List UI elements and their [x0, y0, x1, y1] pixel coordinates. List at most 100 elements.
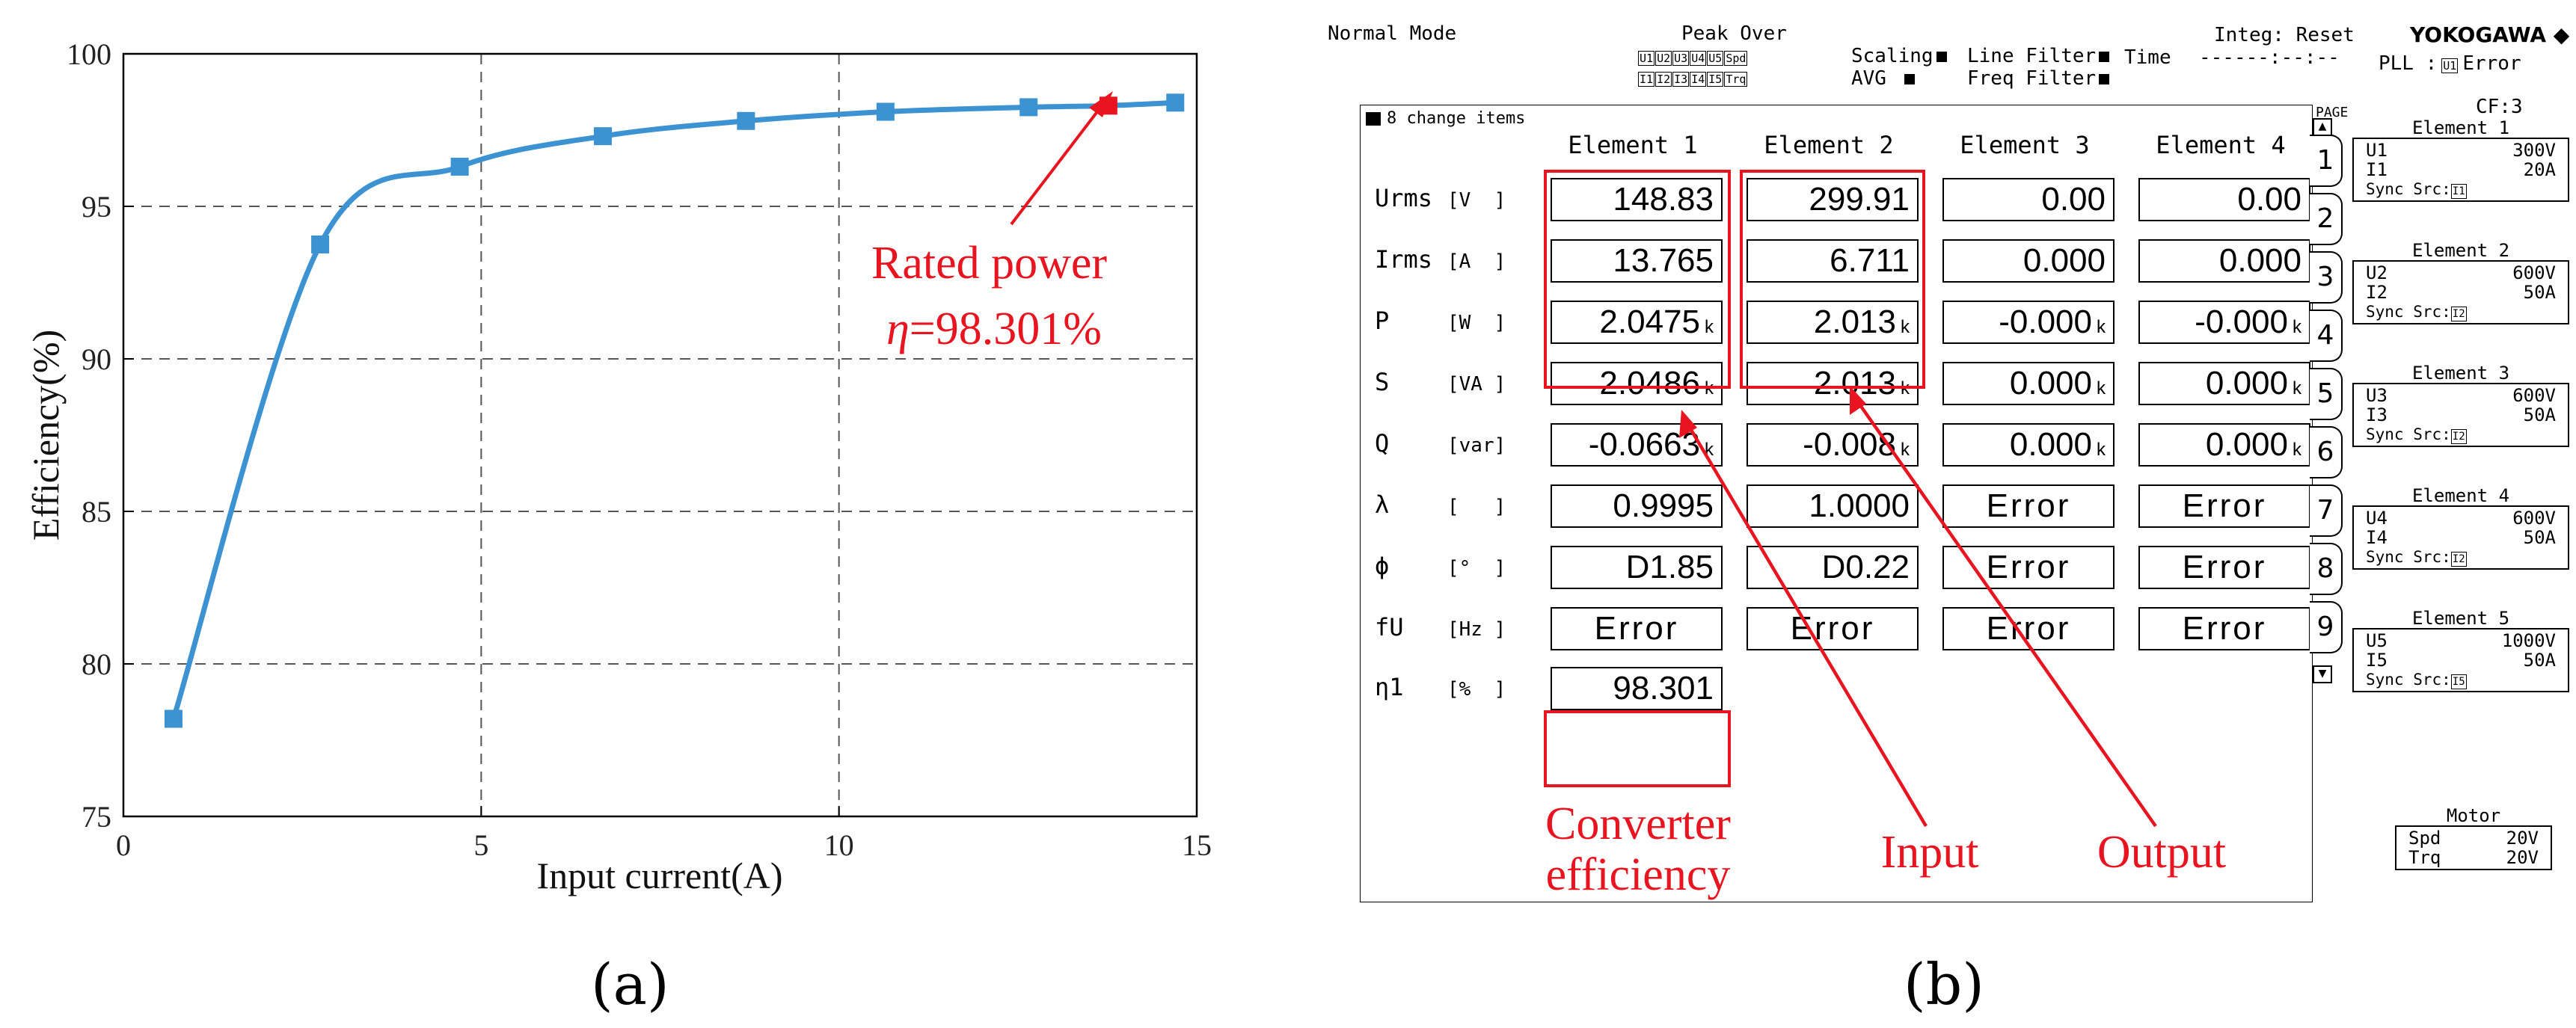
y-tick-label: 90	[82, 342, 111, 376]
sync-source-chip: I1	[2450, 184, 2467, 199]
cell-value: 2.0475	[1599, 304, 1700, 340]
element-panel: Element 2 U2 600V I2 50A Sync Src: I2	[2352, 241, 2569, 324]
cell-value: Error	[2182, 487, 2267, 524]
element-panel: Element 4 U4 600V I4 50A Sync Src: I2	[2352, 486, 2569, 570]
sync-source-label: Sync Src:	[2366, 180, 2451, 198]
page-tab[interactable]: 5	[2310, 368, 2343, 420]
x-tick-label: 5	[473, 828, 488, 862]
output-label: Output	[2097, 827, 2227, 878]
time-label: Time	[2124, 46, 2171, 69]
element-current-range: I3 50A	[2366, 405, 2556, 425]
peak-over-chip: U1	[1638, 51, 1655, 66]
row-unit: [A ]	[1447, 250, 1506, 273]
page-tab[interactable]: 8	[2310, 543, 2343, 595]
voltage-range-value: 600V	[2512, 262, 2556, 283]
measurement-cell: -0.000 k	[2138, 301, 2310, 344]
rated-power-arrowhead	[1089, 91, 1113, 117]
cell-value: 0.000	[2218, 242, 2301, 279]
sync-source-chip: I2	[2450, 552, 2467, 567]
cell-value: Error	[1594, 610, 1679, 647]
page-down-icon[interactable]: ▼	[2313, 665, 2332, 683]
measurement-cell: Error	[2138, 484, 2310, 528]
column-header: Element 1	[1568, 131, 1698, 159]
sync-source-label: Sync Src:	[2366, 671, 2451, 689]
input-highlight-box	[1544, 170, 1731, 389]
items-icon	[1366, 112, 1381, 126]
page-tab[interactable]: 3	[2310, 251, 2343, 304]
peak-over-label: Peak Over	[1681, 22, 1787, 45]
element-voltage-range: U2 600V	[2366, 263, 2556, 283]
row-label: P	[1375, 307, 1390, 335]
motor-spd-label: Spd	[2408, 828, 2441, 849]
output-arrowhead	[1850, 386, 1866, 415]
cell-unit-prefix: k	[2097, 440, 2106, 460]
row-label: Urms	[1375, 184, 1433, 212]
element-voltage-range: U1 300V	[2366, 141, 2556, 160]
row-unit: [W ]	[1447, 312, 1506, 334]
page-tab[interactable]: 9	[2310, 601, 2343, 653]
current-input-label: I2	[2366, 282, 2388, 303]
page-tab[interactable]: 6	[2310, 426, 2343, 478]
mode-label: Normal Mode	[1328, 22, 1457, 45]
integ-time-value: ------:--:--	[2199, 46, 2340, 69]
row-label: λ	[1375, 490, 1390, 519]
y-tick-label: 100	[67, 37, 111, 71]
measurement-cell: 13.765	[1551, 239, 1723, 283]
peak-over-chip: I5	[1707, 72, 1724, 87]
page-tab[interactable]: 1	[2310, 135, 2343, 187]
measurement-cell: Error	[1747, 607, 1919, 650]
peak-over-chip: U4	[1690, 51, 1707, 66]
input-arrowhead	[1679, 410, 1697, 438]
y-axis-label: Efficiency(%)	[25, 330, 67, 541]
measurement-cell: D1.85	[1551, 546, 1723, 589]
page-tab[interactable]: 7	[2310, 484, 2343, 537]
grid-lines	[123, 54, 1197, 816]
scaling-indicator: Scaling	[1851, 45, 1947, 67]
row-unit: [° ]	[1447, 557, 1506, 579]
row-label: Q	[1375, 429, 1390, 458]
element-voltage-range: U4 600V	[2366, 508, 2556, 528]
measurement-cell: 2.013 k	[1747, 301, 1919, 344]
row-unit: [% ]	[1447, 678, 1506, 701]
efficiency-line	[171, 99, 1176, 720]
peak-over-chip: U5	[1707, 51, 1724, 66]
measurement-cell: -0.000 k	[1942, 301, 2115, 344]
measurement-cell: 2.013 k	[1747, 362, 1919, 405]
measurement-cell: 0.000	[2138, 239, 2310, 283]
current-input-label: I3	[2366, 404, 2388, 425]
measurement-cell: Error	[1942, 546, 2115, 589]
row-label: η1	[1375, 673, 1404, 701]
row-unit: [VA ]	[1447, 373, 1506, 395]
page-tab[interactable]: 2	[2310, 193, 2343, 245]
element-current-range: I1 20A	[2366, 160, 2556, 179]
output-highlight-box	[1740, 170, 1925, 389]
cell-value: 98.301	[1613, 670, 1714, 707]
caption-b: (b)	[1904, 951, 1984, 1018]
data-point	[876, 102, 895, 121]
sync-source-label: Sync Src:	[2366, 425, 2451, 443]
element-sync-source: Sync Src: I1	[2366, 179, 2556, 199]
annotation-arrows	[1679, 386, 2157, 828]
caption-a: (a)	[591, 951, 669, 1018]
motor-title: Motor	[2446, 805, 2501, 826]
integ-status: Integ: Reset	[2214, 24, 2355, 46]
axis-ticks: 0 5 10 15 75 80 85 90 95 100	[67, 37, 1212, 862]
element-panel-title: Element 5	[2411, 608, 2510, 629]
motor-spd-range: 20V	[2506, 828, 2539, 849]
measurement-cell: 0.9995	[1551, 484, 1723, 528]
measurement-cell: 6.711	[1747, 239, 1919, 283]
measurement-cell: Error	[2138, 607, 2310, 650]
cell-value: 1.0000	[1809, 487, 1910, 524]
measurement-cell: 148.83	[1551, 178, 1723, 221]
column-header: Element 4	[2156, 131, 2286, 159]
cell-value: 13.765	[1613, 242, 1714, 279]
crest-factor: CF:3	[2476, 96, 2523, 118]
x-tick-label: 10	[824, 828, 854, 862]
element-range-box: U1 300V I1 20A Sync Src: I1	[2352, 138, 2569, 202]
measurement-cell: 0.000 k	[1942, 362, 2115, 405]
page-tab[interactable]: 4	[2310, 310, 2343, 362]
peak-over-chip: U2	[1655, 51, 1672, 66]
brand-logo: YOKOGAWA ◆	[2410, 22, 2570, 47]
y-tick-label: 85	[82, 495, 111, 529]
element-current-range: I2 50A	[2366, 283, 2556, 302]
